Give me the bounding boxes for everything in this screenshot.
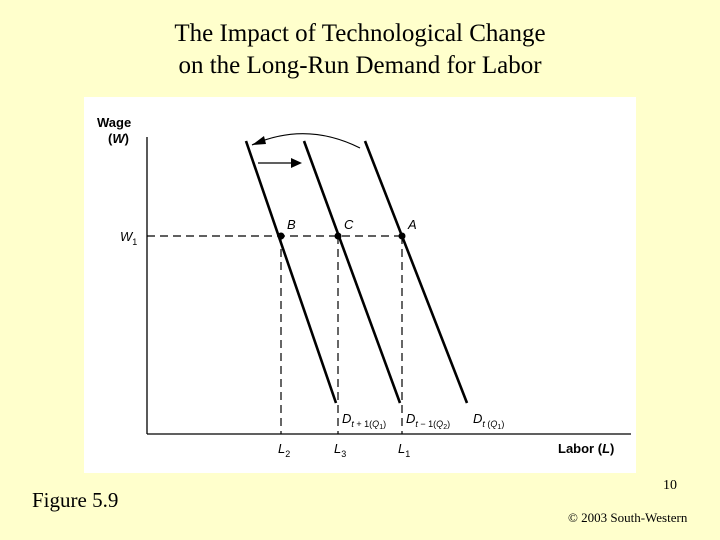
title-line-2: on the Long-Run Demand for Labor bbox=[178, 52, 542, 79]
wage-level-label: W1 bbox=[120, 229, 137, 247]
page-number: 10 bbox=[663, 478, 677, 493]
curved-arrow-head bbox=[252, 136, 266, 145]
curve-label-t-plus-1: Dt + 1(Q1) bbox=[342, 411, 386, 431]
copyright-notice: © 2003 South-Western bbox=[568, 510, 688, 525]
y-axis-label-w: (W) bbox=[108, 131, 129, 146]
figure-label: Figure 5.9 bbox=[32, 488, 119, 512]
point-c-label: C bbox=[344, 217, 354, 232]
demand-curve-t-minus-1 bbox=[302, 140, 402, 404]
labor-tick-l2: L2 bbox=[278, 441, 290, 459]
y-axis-label-wage: Wage bbox=[97, 115, 131, 130]
curve-label-t: Dt (Q1) bbox=[473, 411, 504, 431]
slide-title: The Impact of Technological Change on th… bbox=[0, 18, 720, 82]
demand-curve-t bbox=[363, 140, 469, 404]
demand-curve-t-plus-1 bbox=[244, 140, 338, 404]
point-a bbox=[398, 232, 406, 240]
labor-tick-l3: L3 bbox=[334, 441, 346, 459]
point-c bbox=[334, 232, 342, 240]
labor-tick-l1: L1 bbox=[398, 441, 410, 459]
title-line-1: The Impact of Technological Change bbox=[174, 20, 546, 47]
x-axis-label: Labor (L) bbox=[558, 441, 614, 456]
diagram-panel: Wage (W) Labor (L) W1 B C A Dt + 1(Q1) D… bbox=[84, 97, 636, 473]
point-b-label: B bbox=[287, 217, 296, 232]
labor-demand-diagram: Wage (W) Labor (L) W1 B C A Dt + 1(Q1) D… bbox=[97, 115, 631, 459]
curve-label-t-minus-1: Dt − 1(Q2) bbox=[406, 411, 450, 431]
straight-arrow-head bbox=[291, 158, 302, 168]
point-b bbox=[277, 232, 285, 240]
point-a-label: A bbox=[407, 217, 417, 232]
